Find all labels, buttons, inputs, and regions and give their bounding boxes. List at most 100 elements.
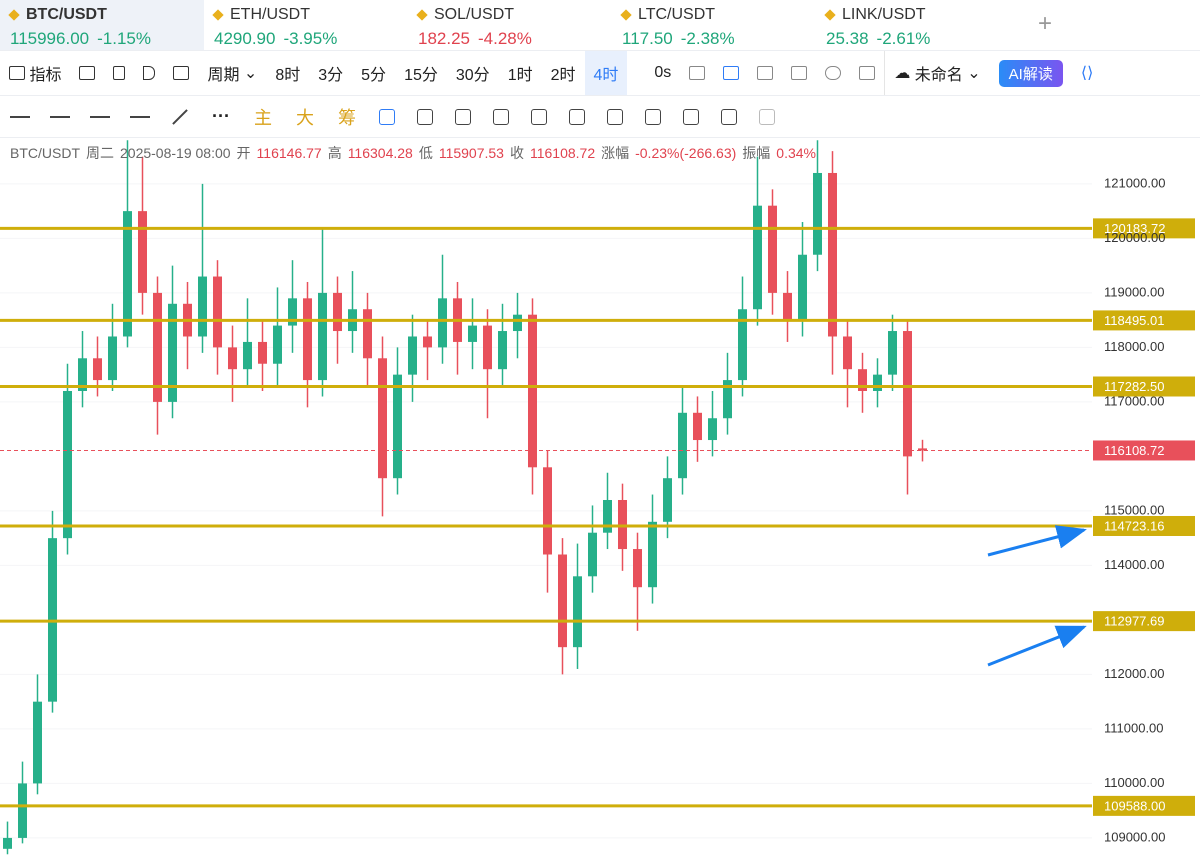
label: 指标 xyxy=(29,67,62,84)
candle-body xyxy=(723,380,732,419)
candle-body xyxy=(438,298,447,348)
add-tab[interactable]: + xyxy=(1038,10,1053,37)
tool-icon[interactable] xyxy=(416,108,433,125)
interval-button[interactable]: 15分 xyxy=(404,67,438,84)
interval-button[interactable]: 8时 xyxy=(275,67,301,84)
candle-body xyxy=(483,325,492,370)
tool-icon[interactable] xyxy=(454,108,471,125)
interval-button[interactable]: 30分 xyxy=(455,67,490,84)
candle-body xyxy=(783,292,792,321)
candle-body xyxy=(888,331,897,375)
indicator-tool[interactable]: 主 xyxy=(253,107,272,128)
annotation-arrow xyxy=(987,525,1087,557)
tab-change: -3.95% xyxy=(283,29,338,48)
tool-icon[interactable]: ··· xyxy=(212,106,230,126)
tab-quote: 182.25 -4.28% xyxy=(418,29,612,49)
indicator-tool[interactable]: 筹 xyxy=(337,107,356,128)
tool-icon[interactable] xyxy=(758,108,775,125)
symbol-tab[interactable]: SOL/USDT 182.25 -4.28% xyxy=(408,0,612,50)
symbol-tab[interactable]: LINK/USDT 25.38 -2.61% xyxy=(816,0,1020,50)
candle-body xyxy=(663,478,672,522)
candle-body xyxy=(18,783,27,838)
symbol-tab[interactable]: LTC/USDT 117.50 -2.38% xyxy=(612,0,816,50)
candle-body xyxy=(333,292,342,332)
countdown: 0s xyxy=(654,64,672,81)
interval-button[interactable]: 2时 xyxy=(550,67,576,84)
candle-body xyxy=(753,205,762,310)
tool-icon[interactable] xyxy=(850,51,884,95)
tool-icon[interactable] xyxy=(130,115,150,118)
candle-body xyxy=(303,298,312,381)
annotation-arrow xyxy=(987,625,1087,667)
level-label: 114723.16 xyxy=(1104,518,1165,533)
tab-symbol: BTC/USDT xyxy=(26,6,107,23)
symbol-tab[interactable]: BTC/USDT 115996.00 -1.15% xyxy=(0,0,204,50)
interval-button[interactable]: 5分 xyxy=(361,67,387,84)
y-tick-label: 118000.00 xyxy=(1104,339,1165,354)
candle-body xyxy=(633,549,642,588)
tool-icon[interactable] xyxy=(134,51,164,95)
layout-name[interactable]: ☁ 未命名 ⌄ xyxy=(884,51,989,95)
last-price-bg xyxy=(1093,440,1195,461)
candle-body xyxy=(108,336,117,381)
candle-body xyxy=(798,254,807,321)
info-label: 振幅 xyxy=(742,145,771,161)
candle-body xyxy=(858,369,867,391)
label: 周期 xyxy=(207,67,240,84)
candle-body xyxy=(708,418,717,441)
tool-icon[interactable] xyxy=(90,115,110,118)
tool-icon[interactable] xyxy=(70,51,104,95)
tab-quote: 115996.00 -1.15% xyxy=(10,29,204,49)
candle-body xyxy=(243,341,252,370)
candle-body xyxy=(603,499,612,533)
tool-icon[interactable] xyxy=(568,108,585,125)
tool-icon[interactable] xyxy=(104,51,134,95)
level-label-bg xyxy=(1093,218,1195,239)
y-tick-label: 109000.00 xyxy=(1104,829,1165,844)
tool-icon[interactable] xyxy=(816,51,850,95)
candle-body xyxy=(498,331,507,370)
interval-button[interactable]: 1时 xyxy=(507,67,533,84)
tool-icon[interactable] xyxy=(10,115,30,118)
tool-icon[interactable] xyxy=(492,108,509,125)
tool-icon[interactable] xyxy=(164,51,198,95)
tool-icon[interactable] xyxy=(644,108,661,125)
y-tick-label: 112000.00 xyxy=(1104,666,1165,681)
tool-icon[interactable] xyxy=(172,108,188,125)
tool-icon[interactable] xyxy=(378,108,395,125)
level-label: 118495.01 xyxy=(1104,313,1165,328)
tool-icon[interactable] xyxy=(720,108,737,125)
candle-body xyxy=(873,374,882,391)
info-label: 高 xyxy=(327,145,342,161)
indicator-button[interactable]: 指标 xyxy=(0,51,70,95)
tool-icon[interactable] xyxy=(606,108,623,125)
interval-button[interactable]: 4时 xyxy=(584,51,628,95)
candle-body xyxy=(288,298,297,326)
symbol-tab[interactable]: ETH/USDT 4290.90 -3.95% xyxy=(204,0,408,50)
share-button[interactable]: ⟨⟩ xyxy=(1080,65,1094,82)
period-button[interactable]: 周期 ⌄ xyxy=(198,51,266,95)
candle-body xyxy=(153,292,162,402)
interval-button[interactable]: 3分 xyxy=(318,67,344,84)
candle-body xyxy=(3,837,12,849)
candle-body xyxy=(588,532,597,577)
candle-body xyxy=(93,358,102,381)
tool-icon[interactable] xyxy=(714,51,748,95)
tab-quote: 117.50 -2.38% xyxy=(622,29,816,49)
tool-icon[interactable] xyxy=(782,51,816,95)
tool-icon[interactable] xyxy=(682,108,699,125)
info-day: 周二 xyxy=(86,145,114,161)
tool-icon[interactable] xyxy=(530,108,547,125)
candle-body xyxy=(138,211,147,293)
tool-icon[interactable] xyxy=(680,51,714,95)
candle-body xyxy=(258,341,267,364)
tab-price: 182.25 xyxy=(418,29,470,48)
tool-icon[interactable] xyxy=(748,51,782,95)
info-value: 116108.72 xyxy=(529,145,596,161)
tool-icon[interactable] xyxy=(50,115,70,118)
indicator-tool[interactable]: 大 xyxy=(295,107,314,128)
tab-header: ETH/USDT xyxy=(212,6,408,24)
ai-button[interactable]: AI解读 xyxy=(990,51,1072,95)
tab-change: -1.15% xyxy=(97,29,151,48)
